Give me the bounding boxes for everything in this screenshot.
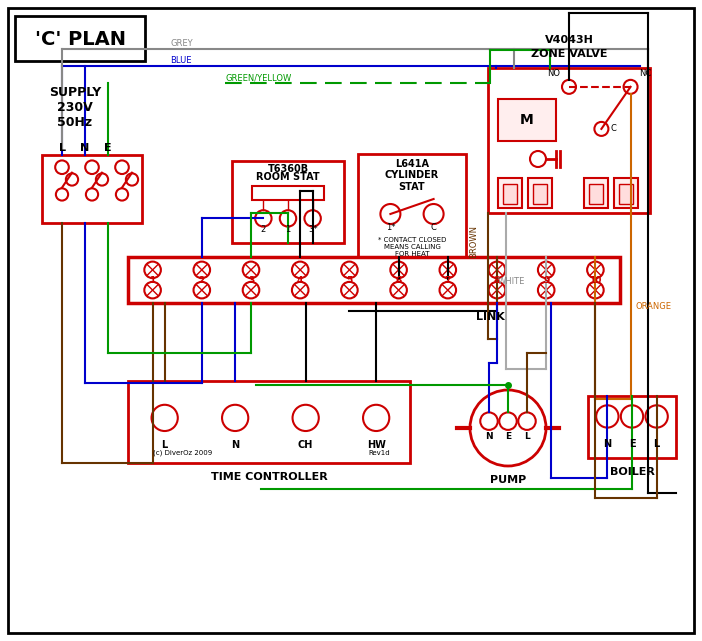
Text: E: E: [629, 439, 635, 449]
Text: 3*: 3*: [308, 224, 317, 233]
Text: HW: HW: [366, 440, 385, 450]
FancyBboxPatch shape: [533, 184, 547, 204]
Text: L: L: [654, 439, 660, 449]
Text: LINK: LINK: [476, 312, 504, 322]
FancyBboxPatch shape: [15, 16, 145, 61]
Text: TIME CONTROLLER: TIME CONTROLLER: [211, 472, 327, 482]
FancyBboxPatch shape: [588, 396, 676, 458]
Text: 10: 10: [589, 276, 602, 285]
Text: 2: 2: [260, 224, 266, 233]
Text: BOILER: BOILER: [609, 467, 654, 477]
FancyBboxPatch shape: [488, 68, 650, 213]
Bar: [252, 186, 324, 201]
Text: N: N: [80, 143, 90, 153]
Text: STAT: STAT: [399, 181, 425, 192]
Text: 4: 4: [297, 276, 303, 285]
FancyBboxPatch shape: [614, 178, 638, 208]
Text: T6360B: T6360B: [267, 164, 309, 174]
Text: 'C' PLAN: 'C' PLAN: [34, 29, 126, 49]
FancyBboxPatch shape: [503, 184, 517, 204]
FancyBboxPatch shape: [232, 161, 344, 243]
Text: ZONE VALVE: ZONE VALVE: [531, 49, 607, 59]
Text: GREEN/YELLOW: GREEN/YELLOW: [225, 73, 291, 82]
Text: N: N: [603, 439, 611, 449]
Text: SUPPLY
230V
50Hz: SUPPLY 230V 50Hz: [49, 86, 101, 129]
Text: L: L: [161, 440, 168, 450]
Text: WHITE: WHITE: [498, 276, 525, 285]
Text: BLUE: BLUE: [170, 56, 192, 65]
Text: M: M: [520, 113, 534, 127]
Text: Rev1d: Rev1d: [369, 450, 390, 456]
FancyBboxPatch shape: [8, 8, 694, 633]
Text: N: N: [231, 440, 239, 450]
Text: 2: 2: [199, 276, 205, 285]
Text: (c) DiverOz 2009: (c) DiverOz 2009: [153, 450, 212, 456]
Text: 5: 5: [346, 276, 352, 285]
FancyBboxPatch shape: [128, 381, 410, 463]
Text: NO: NO: [547, 69, 560, 78]
Text: C: C: [430, 223, 437, 232]
Text: PUMP: PUMP: [490, 475, 526, 485]
Text: N: N: [485, 432, 493, 441]
Text: ORANGE: ORANGE: [635, 301, 672, 310]
Text: 1: 1: [286, 224, 291, 233]
Text: L: L: [58, 143, 65, 153]
FancyBboxPatch shape: [42, 155, 142, 223]
Text: 9: 9: [543, 276, 550, 285]
Text: 7: 7: [444, 276, 451, 285]
Text: L: L: [524, 432, 530, 441]
FancyBboxPatch shape: [619, 184, 633, 204]
FancyBboxPatch shape: [589, 184, 603, 204]
Text: GREY: GREY: [170, 39, 192, 48]
Text: 1: 1: [150, 276, 156, 285]
Text: 8: 8: [494, 276, 500, 285]
Text: E: E: [104, 143, 112, 153]
FancyBboxPatch shape: [128, 257, 620, 303]
FancyBboxPatch shape: [498, 178, 522, 208]
Text: L641A: L641A: [395, 159, 429, 169]
Text: 6: 6: [395, 276, 402, 285]
Text: CH: CH: [298, 440, 313, 450]
Text: BROWN: BROWN: [470, 224, 479, 258]
Text: E: E: [505, 432, 511, 441]
Text: * CONTACT CLOSED
MEANS CALLING
FOR HEAT: * CONTACT CLOSED MEANS CALLING FOR HEAT: [378, 237, 446, 256]
FancyBboxPatch shape: [528, 178, 552, 208]
Text: 1*: 1*: [385, 223, 395, 232]
FancyBboxPatch shape: [584, 178, 608, 208]
Text: C: C: [611, 124, 616, 133]
Text: NC: NC: [640, 69, 652, 78]
Text: CYLINDER: CYLINDER: [385, 171, 439, 180]
Text: V4043H: V4043H: [545, 35, 593, 45]
FancyBboxPatch shape: [498, 99, 556, 141]
Text: 3: 3: [248, 276, 254, 285]
Text: ROOM STAT: ROOM STAT: [256, 172, 320, 183]
FancyBboxPatch shape: [358, 154, 466, 279]
